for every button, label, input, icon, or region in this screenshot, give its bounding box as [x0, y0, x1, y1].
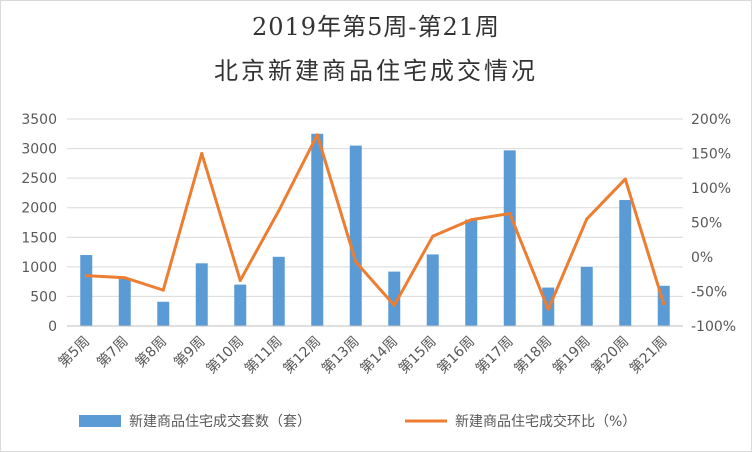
x-tick-label: 第10周 [203, 333, 247, 377]
line-point [354, 260, 358, 264]
x-tick-label: 第20周 [588, 333, 632, 377]
bar [272, 256, 285, 326]
y-left-tick-label: 1000 [21, 260, 57, 276]
line-point [546, 307, 550, 311]
y-right-tick-label: 0% [691, 250, 713, 266]
bar [157, 301, 170, 326]
bar [426, 254, 439, 326]
legend-label: 新建商品住宅成交套数（套） [129, 413, 311, 430]
bar [580, 266, 593, 326]
x-tick-label: 第7周 [93, 333, 131, 371]
bar [234, 284, 247, 326]
line-point [431, 234, 435, 238]
chart-subtitle: 北京新建商品住宅成交情况 [214, 57, 538, 85]
y-left-tick-label: 1500 [21, 230, 57, 246]
x-tick-label: 第11周 [241, 333, 285, 377]
bar [388, 271, 401, 326]
bar [80, 255, 93, 326]
x-tick-label: 第19周 [549, 333, 593, 377]
y-left-tick-label: 3500 [21, 112, 57, 128]
x-tick-label: 第15周 [395, 333, 439, 377]
y-right-tick-label: 100% [691, 181, 731, 197]
x-tick-label: 第18周 [511, 333, 555, 377]
x-tick-label: 第5周 [55, 333, 93, 371]
line-point [277, 209, 281, 213]
legend-swatch-bar [79, 415, 121, 427]
y-right-tick-label: -50% [691, 285, 727, 301]
line-point [315, 133, 319, 137]
bar [118, 278, 131, 326]
line-point [508, 212, 512, 216]
y-left-tick-label: 500 [30, 289, 57, 305]
line-point [662, 302, 666, 306]
x-tick-label: 第13周 [318, 333, 362, 377]
bar [349, 145, 362, 326]
series-line [86, 133, 666, 311]
y-left-tick-label: 2500 [21, 171, 57, 187]
x-tick-label: 第8周 [132, 333, 170, 371]
y-right-tick-label: 150% [691, 147, 731, 163]
y-right-tick-label: 50% [691, 216, 722, 232]
x-tick-label: 第21周 [626, 333, 670, 377]
y-right-tick-label: 200% [691, 112, 731, 128]
x-tick-label: 第16周 [434, 333, 478, 377]
bar [465, 219, 478, 326]
legend-label: 新建商品住宅成交环比（%） [455, 413, 636, 430]
line-point [238, 278, 242, 282]
x-tick-label: 第14周 [357, 333, 401, 377]
line-point [123, 276, 127, 280]
line-point [623, 177, 627, 181]
x-tick-label: 第17周 [472, 333, 516, 377]
line-point [84, 274, 88, 278]
bar [311, 133, 324, 326]
y-right-tick-label: -100% [691, 319, 736, 335]
bar [619, 200, 632, 326]
line-point [392, 303, 396, 307]
chart-title: 2019年第5周-第21周 [252, 13, 500, 41]
line-point [469, 218, 473, 222]
bar [503, 150, 516, 326]
bar [195, 263, 208, 326]
y-left-tick-label: 0 [48, 319, 57, 335]
x-tick-label: 第12周 [280, 333, 324, 377]
y-left-tick-label: 2000 [21, 201, 57, 217]
y-left-tick-label: 3000 [21, 142, 57, 158]
line-point [585, 217, 589, 221]
line-point [200, 152, 204, 155]
line-point [161, 288, 165, 292]
